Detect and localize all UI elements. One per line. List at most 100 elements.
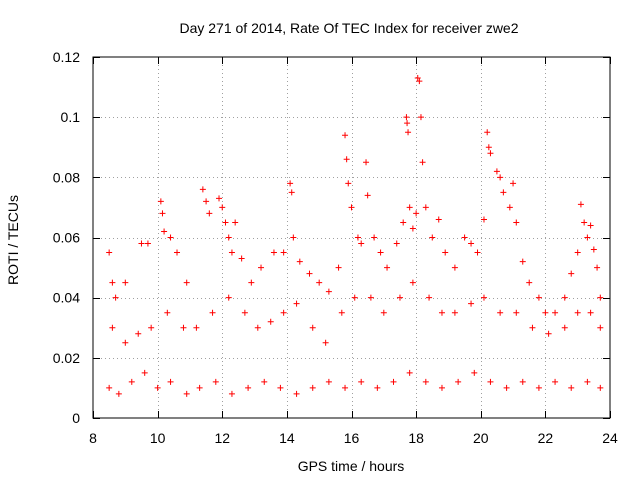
data-point	[474, 249, 481, 256]
data-point	[354, 234, 361, 241]
data-point	[468, 240, 475, 247]
data-point	[364, 192, 371, 199]
data-point	[109, 324, 116, 331]
x-tick-label: 16	[344, 430, 360, 446]
y-axis-label: ROTI / TECUs	[5, 195, 21, 285]
data-point	[245, 384, 252, 391]
data-point	[199, 186, 206, 193]
data-point	[309, 384, 316, 391]
data-point	[209, 309, 216, 316]
data-point	[167, 234, 174, 241]
data-point	[325, 378, 332, 385]
data-point	[288, 189, 295, 196]
data-point	[267, 318, 274, 325]
data-point	[122, 339, 129, 346]
data-point	[159, 210, 166, 217]
data-point	[574, 249, 581, 256]
data-point	[493, 168, 500, 175]
data-point	[581, 219, 588, 226]
data-point	[238, 255, 245, 262]
data-point	[316, 279, 323, 286]
data-point	[106, 249, 113, 256]
data-point	[529, 324, 536, 331]
data-point	[535, 294, 542, 301]
data-point	[345, 180, 352, 187]
data-point	[306, 270, 313, 277]
data-point	[280, 249, 287, 256]
data-point	[374, 384, 381, 391]
data-point	[180, 324, 187, 331]
data-point	[513, 309, 520, 316]
data-point	[487, 378, 494, 385]
data-point	[597, 324, 604, 331]
x-tick-label: 12	[214, 430, 230, 446]
data-point	[404, 120, 411, 127]
data-point	[174, 249, 181, 256]
data-point	[183, 279, 190, 286]
data-point	[587, 222, 594, 229]
data-point	[258, 264, 265, 271]
data-point	[225, 294, 232, 301]
data-point	[485, 144, 492, 151]
x-tick-label: 14	[279, 430, 295, 446]
data-point	[422, 378, 429, 385]
x-tick-label: 10	[150, 430, 166, 446]
data-point	[442, 249, 449, 256]
data-point	[561, 294, 568, 301]
y-tick-label: 0.08	[53, 169, 80, 185]
data-point	[309, 324, 316, 331]
data-point	[109, 279, 116, 286]
data-point	[203, 198, 210, 205]
data-point	[513, 219, 520, 226]
data-point	[409, 279, 416, 286]
data-point	[487, 150, 494, 157]
x-axis-label: GPS time / hours	[298, 458, 405, 474]
data-point	[403, 114, 410, 121]
data-point	[377, 249, 384, 256]
data-point	[406, 369, 413, 376]
data-point	[390, 378, 397, 385]
data-point	[290, 234, 297, 241]
data-point	[561, 324, 568, 331]
x-tick-labels: 8 10 12 14 16 18 20 22 24	[89, 430, 618, 446]
data-point	[219, 204, 226, 211]
data-point	[141, 369, 148, 376]
data-point	[241, 309, 248, 316]
data-point	[248, 279, 255, 286]
data-point	[406, 204, 413, 211]
y-tick-label: 0.12	[53, 49, 80, 65]
data-point	[535, 384, 542, 391]
data-point	[455, 378, 462, 385]
data-point	[552, 309, 559, 316]
data-point	[510, 180, 517, 187]
data-point	[471, 369, 478, 376]
data-point	[480, 294, 487, 301]
data-point	[351, 294, 358, 301]
data-point	[371, 234, 378, 241]
data-point	[597, 384, 604, 391]
data-point	[342, 384, 349, 391]
data-point	[232, 219, 239, 226]
data-point	[526, 279, 533, 286]
data-point	[552, 378, 559, 385]
data-point	[597, 294, 604, 301]
y-tick-label: 0.02	[53, 350, 80, 366]
data-point	[500, 189, 507, 196]
data-point	[519, 378, 526, 385]
data-point	[380, 309, 387, 316]
data-point	[144, 240, 151, 247]
data-point	[405, 129, 412, 136]
y-tick-label: 0.06	[53, 230, 80, 246]
data-point	[590, 246, 597, 253]
y-tick-label: 0.04	[53, 290, 80, 306]
data-point	[254, 324, 261, 331]
data-point	[161, 228, 168, 235]
data-point	[497, 174, 504, 181]
data-point	[419, 159, 426, 166]
data-points	[106, 75, 604, 397]
data-point	[128, 378, 135, 385]
chart-title: Day 271 of 2014, Rate Of TEC Index for r…	[179, 20, 518, 36]
y-tick-label: 0.1	[61, 109, 81, 125]
y-tick-labels: 0 0.02 0.04 0.06 0.08 0.1 0.12	[53, 49, 80, 426]
data-point	[396, 294, 403, 301]
